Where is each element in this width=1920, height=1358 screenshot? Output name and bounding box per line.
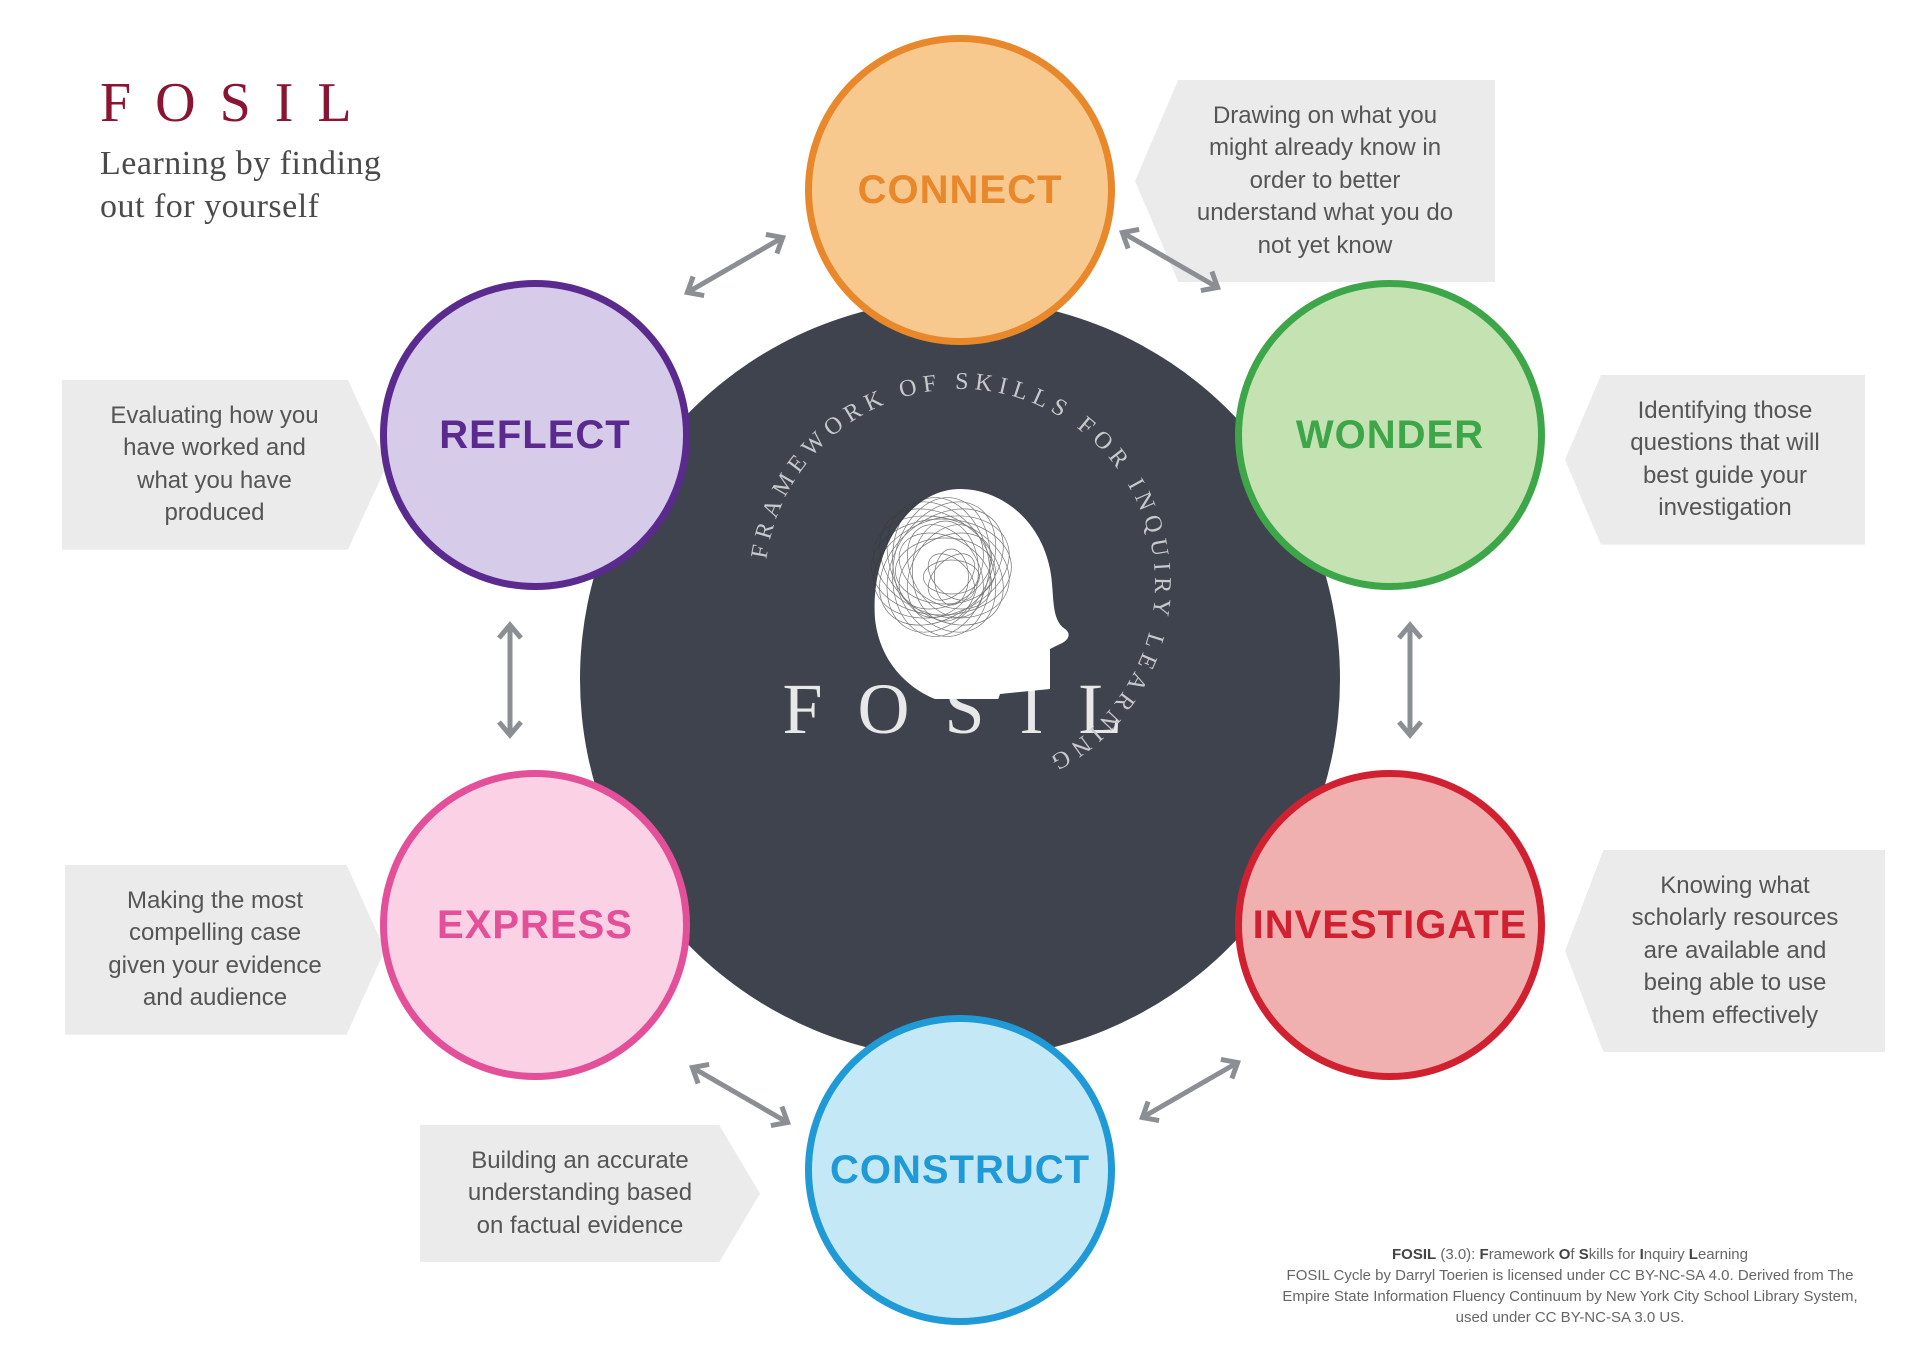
node-reflect: REFLECT	[380, 280, 690, 590]
footer-line-2: FOSIL Cycle by Darryl Toerien is license…	[1280, 1265, 1860, 1328]
logo-text: FOSIL	[100, 75, 381, 131]
node-investigate-label: INVESTIGATE	[1253, 903, 1528, 948]
footer-attribution: FOSIL (3.0): Framework Of Skills for Inq…	[1280, 1244, 1860, 1328]
callout-connect: Drawing on what you might already know i…	[1135, 80, 1495, 282]
callout-investigate: Knowing what scholarly resources are ava…	[1565, 850, 1885, 1052]
cycle-arrow-5	[664, 213, 805, 318]
node-investigate: INVESTIGATE	[1235, 770, 1545, 1080]
node-construct: CONSTRUCT	[805, 1015, 1115, 1325]
callout-wonder: Identifying those questions that will be…	[1565, 375, 1865, 545]
node-connect-label: CONNECT	[858, 168, 1063, 213]
node-connect: CONNECT	[805, 35, 1115, 345]
node-construct-label: CONSTRUCT	[830, 1148, 1090, 1193]
callout-express: Making the most compelling case given yo…	[65, 865, 385, 1035]
tagline: Learning by finding out for yourself	[100, 143, 381, 228]
node-express-label: EXPRESS	[437, 903, 633, 948]
node-express: EXPRESS	[380, 770, 690, 1080]
cycle-arrow-2	[1119, 1038, 1260, 1143]
node-reflect-label: REFLECT	[439, 413, 630, 458]
tagline-line-1: Learning by finding	[100, 145, 381, 182]
header: FOSIL Learning by finding out for yourse…	[100, 75, 381, 228]
center-disc: FRAMEWORK OF SKILLS FOR INQUIRY LEARNING	[580, 299, 1340, 1059]
cycle-arrow-1	[1390, 610, 1430, 750]
callout-construct: Building an accurate understanding based…	[420, 1125, 760, 1262]
footer-line-1: FOSIL (3.0): Framework Of Skills for Inq…	[1280, 1244, 1860, 1265]
node-wonder: WONDER	[1235, 280, 1545, 590]
cycle-arrow-4	[490, 610, 530, 750]
callout-reflect: Evaluating how you have worked and what …	[62, 380, 387, 550]
node-wonder-label: WONDER	[1296, 413, 1484, 458]
tagline-line-2: out for yourself	[100, 188, 320, 225]
